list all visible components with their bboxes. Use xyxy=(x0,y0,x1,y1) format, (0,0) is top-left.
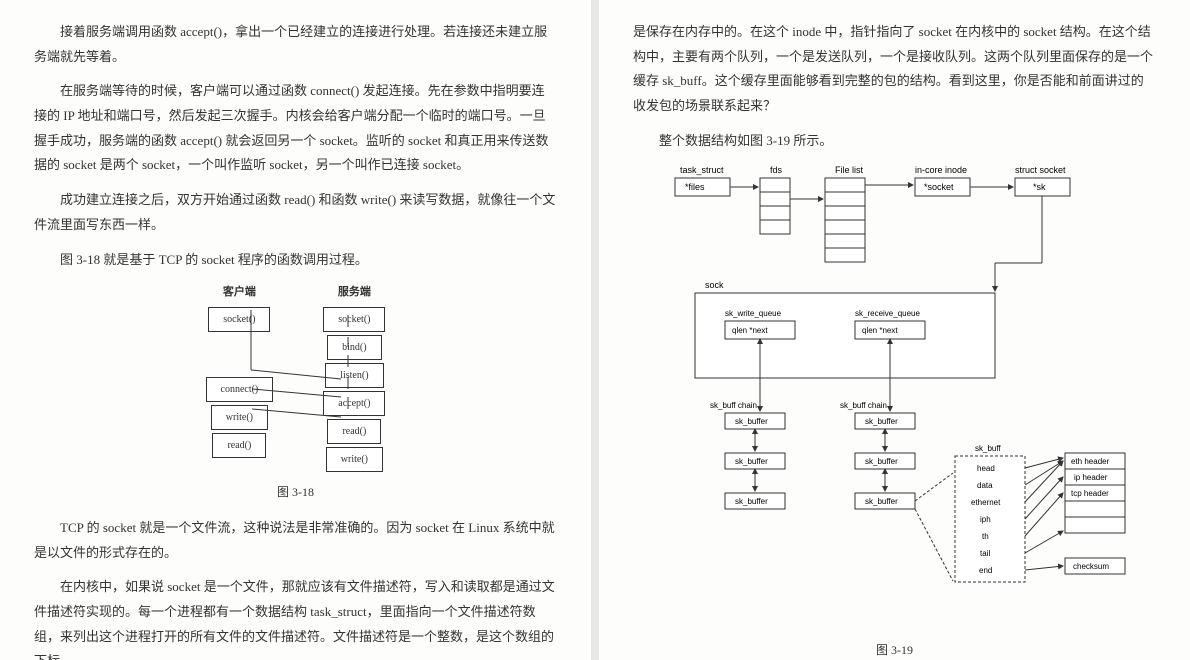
para-3: 成功建立连接之后，双方开始通过函数 read() 和函数 write() 来读写… xyxy=(34,188,557,237)
svg-text:checksum: checksum xyxy=(1073,562,1109,571)
server-accept: accept() xyxy=(323,391,385,416)
para-5: TCP 的 socket 就是一个文件流，这种说法是非常准确的。因为 socke… xyxy=(34,516,557,565)
box-socket-ptr: *socket xyxy=(924,182,954,192)
para-2: 在服务端等待的时候，客户端可以通过函数 connect() 发起连接。先在参数中… xyxy=(34,79,557,178)
client-write: write() xyxy=(211,405,268,430)
server-read: read() xyxy=(327,419,381,444)
client-socket: socket() xyxy=(208,307,270,332)
server-bind: bind() xyxy=(327,335,381,360)
svg-text:sk_buffer: sk_buffer xyxy=(865,417,898,426)
right-page: 是保存在内存中的。在这个 inode 中，指针指向了 socket 在内核中的 … xyxy=(599,0,1190,660)
svg-text:sk_buffer: sk_buffer xyxy=(735,417,768,426)
svg-text:eth header: eth header xyxy=(1071,457,1110,466)
svg-text:data: data xyxy=(977,481,993,490)
server-socket: socket() xyxy=(323,307,385,332)
box-files: *files xyxy=(685,182,705,192)
svg-text:head: head xyxy=(977,464,995,473)
server-listen: listen() xyxy=(325,363,383,388)
lbl-chain1: sk_buff chain xyxy=(710,401,757,410)
client-connect: connect() xyxy=(206,377,274,402)
lbl-chain2: sk_buff chain xyxy=(840,401,887,410)
left-page: 接着服务端调用函数 accept()，拿出一个已经建立的连接进行处理。若连接还未… xyxy=(0,0,591,660)
server-write: write() xyxy=(326,447,383,472)
lbl-task-struct: task_struct xyxy=(680,165,724,175)
lbl-qlen2: qlen *next xyxy=(862,326,898,335)
para-4: 图 3-18 就是基于 TCP 的 socket 程序的函数调用过程。 xyxy=(34,248,557,273)
svg-text:ip header: ip header xyxy=(1074,473,1108,482)
para-r2: 整个数据结构如图 3-19 所示。 xyxy=(633,129,1156,154)
svg-text:th: th xyxy=(982,532,989,541)
svg-text:iph: iph xyxy=(980,515,991,524)
client-read: read() xyxy=(212,433,266,458)
svg-text:ethernet: ethernet xyxy=(971,498,1001,507)
svg-text:end: end xyxy=(979,566,992,575)
lbl-qlen1: qlen *next xyxy=(732,326,768,335)
lbl-struct-socket: struct socket xyxy=(1015,165,1066,175)
box-sk-ptr: *sk xyxy=(1033,182,1046,192)
lbl-write-queue: sk_write_queue xyxy=(725,309,782,318)
lbl-file-list: File list xyxy=(835,165,864,175)
server-column: 服务端 socket() bind() listen() accept() re… xyxy=(323,282,385,475)
para-r1: 是保存在内存中的。在这个 inode 中，指针指向了 socket 在内核中的 … xyxy=(633,20,1156,119)
fig319-caption: 图 3-19 xyxy=(633,639,1156,660)
server-head: 服务端 xyxy=(338,282,371,303)
svg-text:sk_buffer: sk_buffer xyxy=(735,497,768,506)
fig319-svg: task_struct fds File list in-core inode … xyxy=(655,163,1135,633)
fig318-caption: 图 3-18 xyxy=(34,481,557,504)
lbl-incore-inode: in-core inode xyxy=(915,165,967,175)
fig318-connectors xyxy=(146,297,446,447)
figure-3-18: 客户端 socket() connect() write() read() 服务… xyxy=(34,282,557,475)
lbl-sock: sock xyxy=(705,280,724,290)
svg-text:sk_buffer: sk_buffer xyxy=(865,457,898,466)
para-6: 在内核中，如果说 socket 是一个文件，那就应该有文件描述符，写入和读取都是… xyxy=(34,575,557,660)
svg-text:sk_buffer: sk_buffer xyxy=(865,497,898,506)
lbl-fds: fds xyxy=(770,165,783,175)
svg-text:tail: tail xyxy=(980,549,990,558)
client-column: 客户端 socket() connect() write() read() xyxy=(206,282,274,475)
lbl-sk-buff: sk_buff xyxy=(975,444,1001,453)
lbl-receive-queue: sk_receive_queue xyxy=(855,309,920,318)
para-1: 接着服务端调用函数 accept()，拿出一个已经建立的连接进行处理。若连接还未… xyxy=(34,20,557,69)
svg-text:tcp header: tcp header xyxy=(1071,489,1109,498)
figure-3-19: task_struct fds File list in-core inode … xyxy=(655,163,1135,633)
client-head: 客户端 xyxy=(223,282,256,303)
svg-text:sk_buffer: sk_buffer xyxy=(735,457,768,466)
